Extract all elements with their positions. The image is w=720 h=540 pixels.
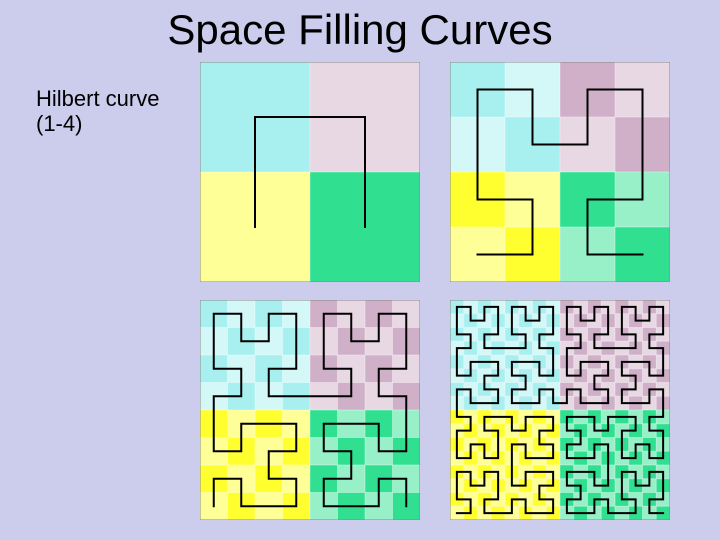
- caption-line-1: Hilbert curve: [36, 86, 159, 111]
- page-title: Space Filling Curves: [0, 6, 720, 54]
- caption: Hilbert curve (1-4): [36, 86, 159, 137]
- hilbert-panel-order-2: [450, 62, 670, 282]
- caption-line-2: (1-4): [36, 111, 82, 136]
- hilbert-panel-order-4: [450, 300, 670, 520]
- hilbert-panel-order-1: [200, 62, 420, 282]
- hilbert-panel-order-3: [200, 300, 420, 520]
